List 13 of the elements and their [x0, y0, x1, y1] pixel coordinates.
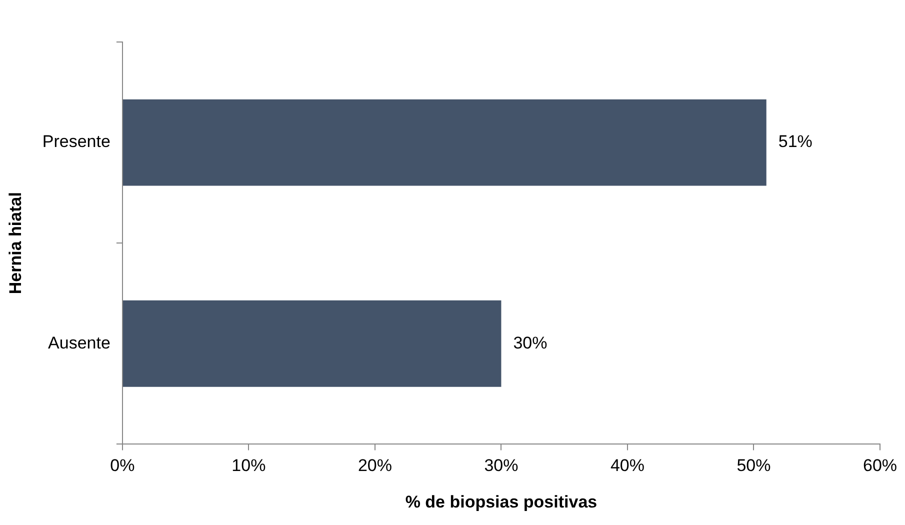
- x-tick-label: 10%: [232, 456, 266, 476]
- x-tick-label: 50%: [736, 456, 771, 476]
- x-tick-label: 60%: [862, 456, 898, 476]
- x-tick-label: 20%: [358, 456, 392, 476]
- x-tick-label: 0%: [110, 456, 135, 476]
- y-tick-label: Presente: [42, 132, 110, 152]
- data-label: 51%: [778, 132, 812, 152]
- x-tick-label: 30%: [484, 456, 518, 476]
- y-tick-label: Ausente: [48, 333, 110, 352]
- x-tick-label: 40%: [610, 456, 644, 476]
- x-axis-title: % de biopsias positivas: [405, 492, 598, 512]
- y-axis-title: Hernia hiatal: [6, 192, 25, 294]
- data-label: 30%: [513, 333, 548, 352]
